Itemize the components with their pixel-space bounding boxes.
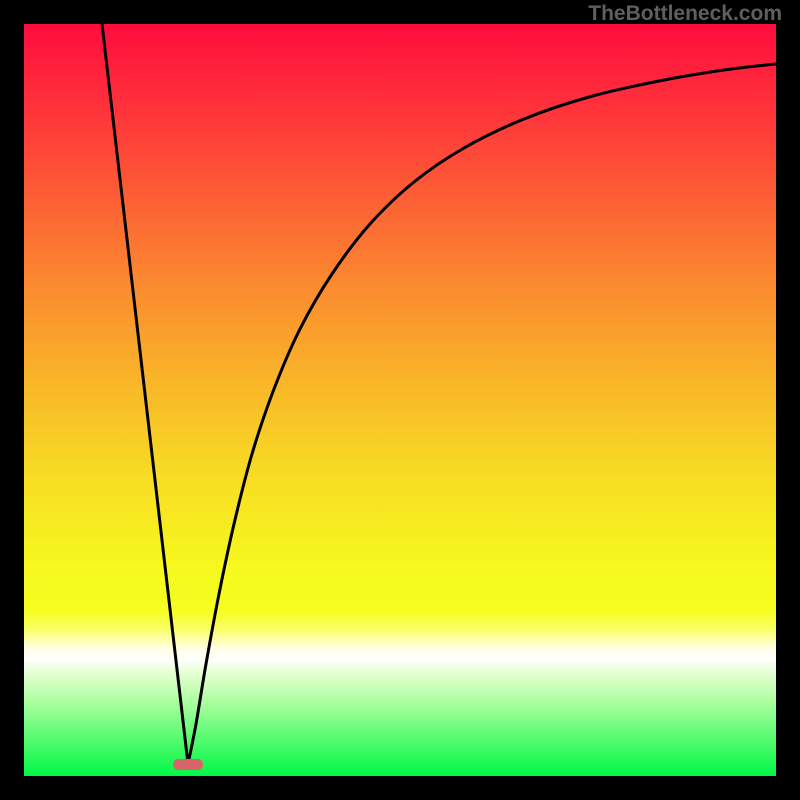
bottleneck-curve [24,24,776,776]
plot-area [24,24,776,776]
optimal-marker [173,759,203,770]
watermark-text: TheBottleneck.com [588,2,782,26]
